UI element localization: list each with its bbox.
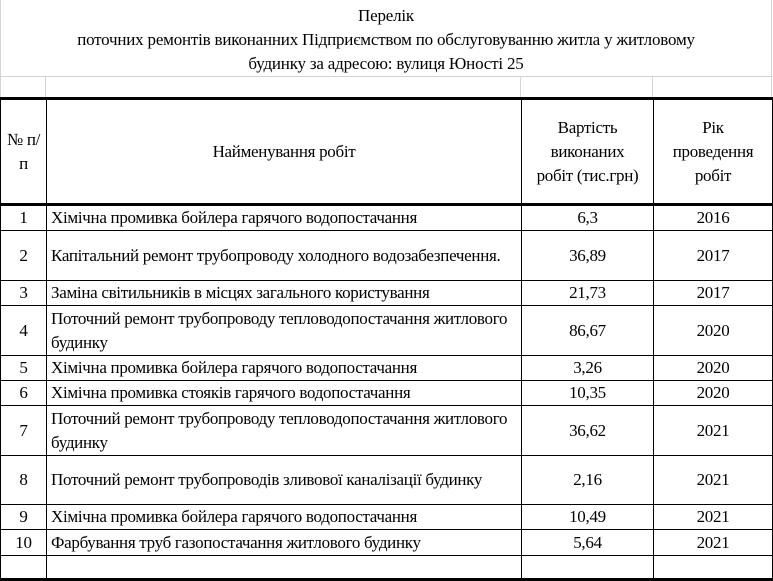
row-year: 2017	[653, 230, 773, 281]
row-year: 2020	[653, 380, 773, 406]
empty-cell	[46, 77, 521, 98]
empty-cell	[0, 77, 46, 98]
header-name: Найменування робіт	[46, 97, 522, 206]
header-row: № п/п Найменування робіт Вартість викона…	[0, 97, 773, 206]
row-cost: 6,3	[521, 204, 654, 231]
row-name: Хімічна промивка бойлера гарячого водопо…	[46, 204, 522, 231]
header-year: Рік проведення робіт	[653, 97, 773, 206]
row-year: 2020	[653, 355, 773, 381]
row-name: Поточний ремонт трубопроводів зливової к…	[46, 455, 522, 505]
row-year: 2021	[653, 405, 773, 456]
empty-cell	[653, 77, 772, 98]
row-name: Заміна світильників в місцях загального …	[46, 280, 522, 306]
empty-cell	[653, 555, 773, 581]
row-year: 2017	[653, 280, 773, 306]
title-line-3: будинку за адресою: вулиця Юності 25	[248, 54, 524, 73]
table-row: 9 Хімічна промивка бойлера гарячого водоп…	[0, 504, 773, 530]
works-table: № п/п Найменування робіт Вартість викона…	[0, 97, 773, 581]
row-cost: 10,49	[521, 504, 654, 530]
row-cost: 5,64	[521, 529, 654, 556]
document-title: Перелік поточних ремонтів виконанних Під…	[0, 0, 772, 77]
row-year: 2021	[653, 455, 773, 505]
row-number: 1	[0, 204, 47, 231]
row-cost: 10,35	[521, 380, 654, 406]
table-row: 8 Поточний ремонт трубопроводів зливової …	[0, 455, 773, 505]
row-cost: 2,16	[521, 455, 654, 505]
row-number: 3	[0, 280, 47, 306]
row-number: 10	[0, 529, 47, 556]
row-number: 4	[0, 305, 47, 356]
row-number: 6	[0, 380, 47, 406]
row-name: Хімічна промивка бойлера гарячого водопо…	[46, 355, 522, 381]
row-year: 2020	[653, 305, 773, 356]
row-cost: 3,26	[521, 355, 654, 381]
row-cost: 21,73	[521, 280, 654, 306]
table-row: 3 Заміна світильників в місцях загального…	[0, 280, 773, 306]
row-cost: 36,62	[521, 405, 654, 456]
table-row: 4 Поточний ремонт трубопроводу тепловодоп…	[0, 305, 773, 356]
title-line-2: поточних ремонтів виконанних Підприємств…	[77, 30, 695, 49]
table-row: 10 Фарбування труб газопостачання житлово…	[0, 529, 773, 556]
row-cost: 86,67	[521, 305, 654, 356]
empty-cell	[521, 555, 654, 581]
title-line-1: Перелік	[358, 6, 414, 25]
empty-cell	[521, 77, 653, 98]
table-row: 5 Хімічна промивка бойлера гарячого водоп…	[0, 355, 773, 381]
row-name: Поточний ремонт трубопроводу тепловодопо…	[46, 405, 522, 456]
row-year: 2021	[653, 504, 773, 530]
row-number: 7	[0, 405, 47, 456]
row-cost: 36,89	[521, 230, 654, 281]
row-name: Поточний ремонт трубопроводу тепловодопо…	[46, 305, 522, 356]
header-num: № п/п	[0, 97, 47, 206]
table-row: 1 Хімічна промивка бойлера гарячого водоп…	[0, 204, 773, 231]
table-row: 2 Капітальний ремонт трубопроводу холодно…	[0, 230, 773, 281]
row-year: 2021	[653, 529, 773, 556]
row-name: Капітальний ремонт трубопроводу холодног…	[46, 230, 522, 281]
row-number: 2	[0, 230, 47, 281]
row-number: 5	[0, 355, 47, 381]
row-year: 2016	[653, 204, 773, 231]
row-name: Хімічна промивка стояків гарячого водопо…	[46, 380, 522, 406]
empty-row	[0, 555, 773, 581]
header-cost: Вартість виконаних робіт (тис.грн)	[521, 97, 654, 206]
empty-cell	[0, 555, 47, 581]
row-number: 9	[0, 504, 47, 530]
row-number: 8	[0, 455, 47, 505]
row-name: Хімічна промивка бойлера гарячого водопо…	[46, 504, 522, 530]
empty-cell	[46, 555, 522, 581]
table-row: 6 Хімічна промивка стояків гарячого водоп…	[0, 380, 773, 406]
table-row: 7 Поточний ремонт трубопроводу тепловодоп…	[0, 405, 773, 456]
row-name: Фарбування труб газопостачання житлового…	[46, 529, 522, 556]
